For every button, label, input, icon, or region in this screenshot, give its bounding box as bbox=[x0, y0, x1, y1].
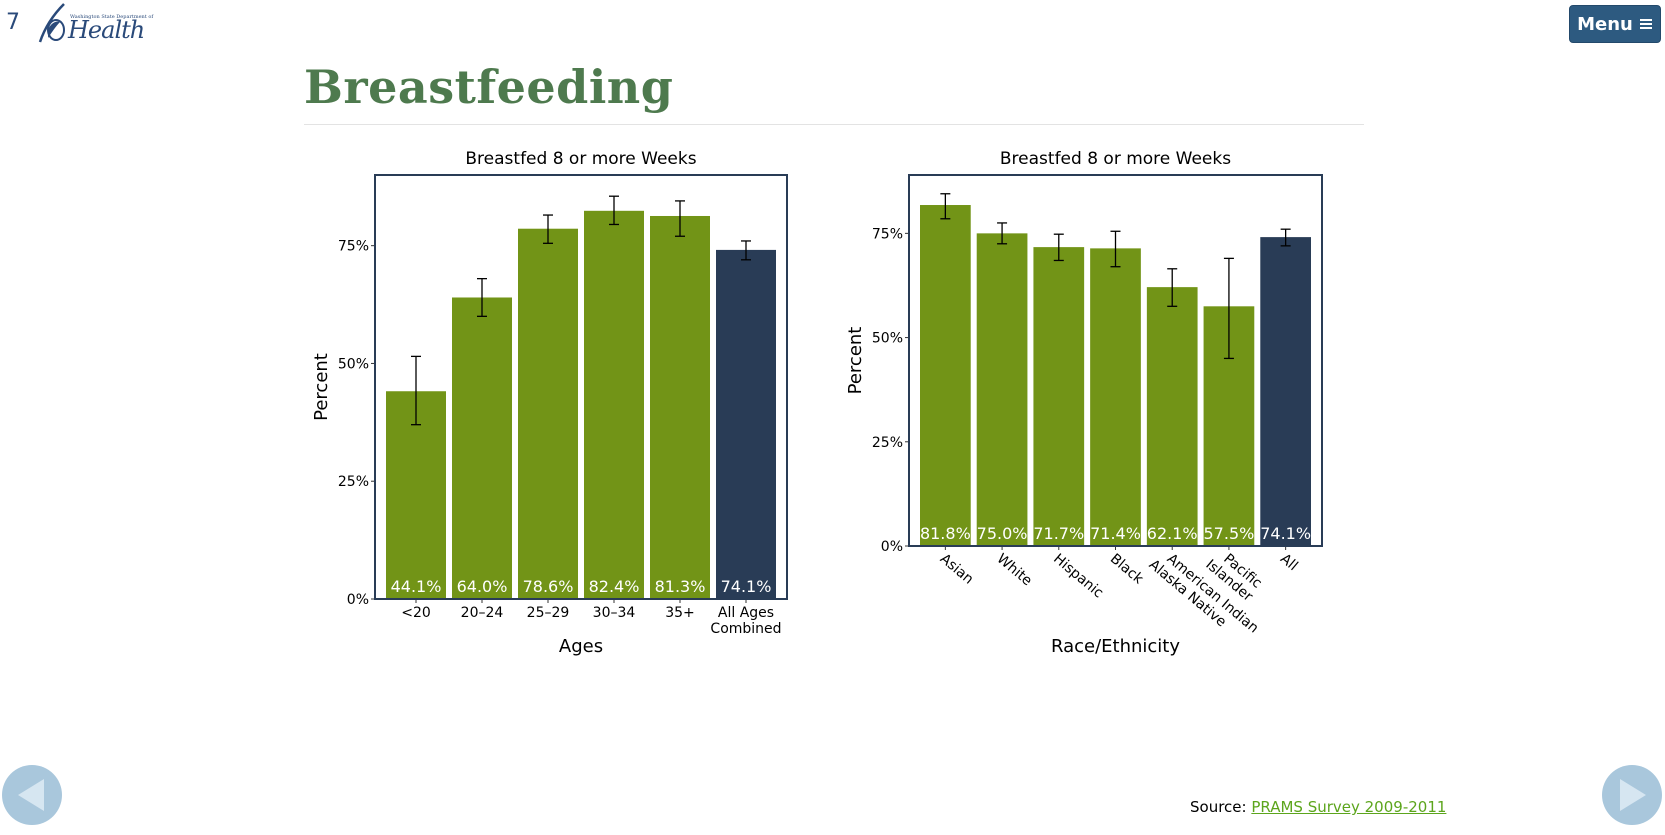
bar bbox=[920, 205, 971, 546]
bar-value-label: 57.5% bbox=[1204, 524, 1255, 543]
x-tick-label: Hispanic bbox=[1050, 551, 1106, 602]
bar-value-label: 74.1% bbox=[1260, 524, 1311, 543]
title-divider bbox=[304, 124, 1364, 125]
bar-value-label: 74.1% bbox=[721, 577, 772, 596]
bar bbox=[452, 297, 512, 599]
page-title: Breastfeeding bbox=[304, 60, 674, 114]
plot-frame bbox=[374, 174, 788, 600]
source-link[interactable]: PRAMS Survey 2009-2011 bbox=[1251, 798, 1447, 816]
x-tick-label: 35+ bbox=[665, 605, 695, 621]
bar-value-label: 82.4% bbox=[589, 577, 640, 596]
y-tick-label: 0% bbox=[347, 592, 369, 608]
bar bbox=[518, 228, 578, 599]
bar bbox=[386, 391, 446, 599]
bar bbox=[650, 215, 710, 599]
y-axis-label: Percent bbox=[311, 353, 332, 421]
bar bbox=[1033, 247, 1085, 546]
previous-slide-button[interactable] bbox=[2, 765, 62, 825]
hamburger-icon bbox=[1639, 19, 1652, 29]
age-chart: Breastfed 8 or more Weeks 44.1% <20 64.0% 20… bbox=[300, 140, 800, 669]
y-tick-label: 25% bbox=[338, 474, 369, 490]
menu-button[interactable]: Menu bbox=[1569, 5, 1661, 43]
logo-wordmark: Health bbox=[68, 16, 145, 44]
bar-value-label: 62.1% bbox=[1147, 524, 1198, 543]
chart-svg: Breastfed 8 or more Weeks 44.1% <20 64.0% 20… bbox=[311, 149, 788, 657]
y-tick-label: 75% bbox=[338, 239, 369, 255]
next-arrow-icon bbox=[1620, 779, 1646, 811]
x-axis-label: Ages bbox=[559, 636, 603, 657]
bar bbox=[1146, 287, 1198, 546]
x-tick-label: Asian bbox=[937, 551, 977, 588]
next-slide-button[interactable] bbox=[1602, 765, 1662, 825]
bar bbox=[1090, 248, 1141, 546]
plot-frame bbox=[908, 174, 1323, 547]
bar bbox=[584, 210, 644, 599]
y-tick-label: 75% bbox=[872, 226, 903, 242]
race-ethnicity-chart: Breastfed 8 or more Weeks 81.8% Asian 75.0%… bbox=[834, 140, 1334, 669]
y-tick-label: 0% bbox=[881, 539, 903, 555]
bar-value-label: 75.0% bbox=[977, 524, 1028, 543]
bar-value-label: 81.8% bbox=[920, 524, 971, 543]
x-tick-label: 20–24 bbox=[461, 605, 504, 621]
y-tick-label: 50% bbox=[338, 356, 369, 372]
bar-value-label: 44.1% bbox=[391, 577, 442, 596]
bar bbox=[716, 249, 776, 599]
bar-value-label: 71.4% bbox=[1090, 524, 1141, 543]
y-tick-label: 25% bbox=[872, 435, 903, 451]
chart-svg: Breastfed 8 or more Weeks 81.8% Asian75.0%… bbox=[845, 149, 1323, 657]
menu-label: Menu bbox=[1577, 13, 1633, 35]
x-axis-label: Race/Ethnicity bbox=[1051, 636, 1180, 657]
source-prefix: Source: bbox=[1190, 798, 1252, 816]
slide-number: 7 bbox=[6, 10, 20, 35]
x-tick-label: White bbox=[994, 551, 1035, 589]
x-tick-label: 25–29 bbox=[527, 605, 570, 621]
bar-value-label: 71.7% bbox=[1033, 524, 1084, 543]
x-tick-label: All bbox=[1277, 551, 1301, 574]
bar bbox=[976, 233, 1028, 546]
y-tick-label: 50% bbox=[872, 331, 903, 347]
y-axis-label: Percent bbox=[845, 327, 866, 395]
bar-value-label: 64.0% bbox=[457, 577, 508, 596]
logo-mark-icon bbox=[38, 3, 65, 43]
chart-title: Breastfed 8 or more Weeks bbox=[1000, 149, 1231, 169]
bar bbox=[1260, 237, 1311, 546]
x-tick-label: Black bbox=[1107, 551, 1147, 588]
source-note: Source: PRAMS Survey 2009-2011 bbox=[1190, 798, 1446, 816]
previous-arrow-icon bbox=[18, 779, 44, 811]
bar-value-label: 81.3% bbox=[655, 577, 706, 596]
x-tick-label: <20 bbox=[401, 605, 431, 621]
health-department-logo[interactable]: Washington State Department of Health bbox=[38, 2, 153, 44]
bar-value-label: 78.6% bbox=[523, 577, 574, 596]
chart-title: Breastfed 8 or more Weeks bbox=[465, 149, 696, 169]
x-tick-label: All Ages Combined bbox=[710, 605, 781, 637]
x-tick-label: 30–34 bbox=[593, 605, 636, 621]
logo-small-text: Washington State Department of bbox=[70, 14, 154, 20]
